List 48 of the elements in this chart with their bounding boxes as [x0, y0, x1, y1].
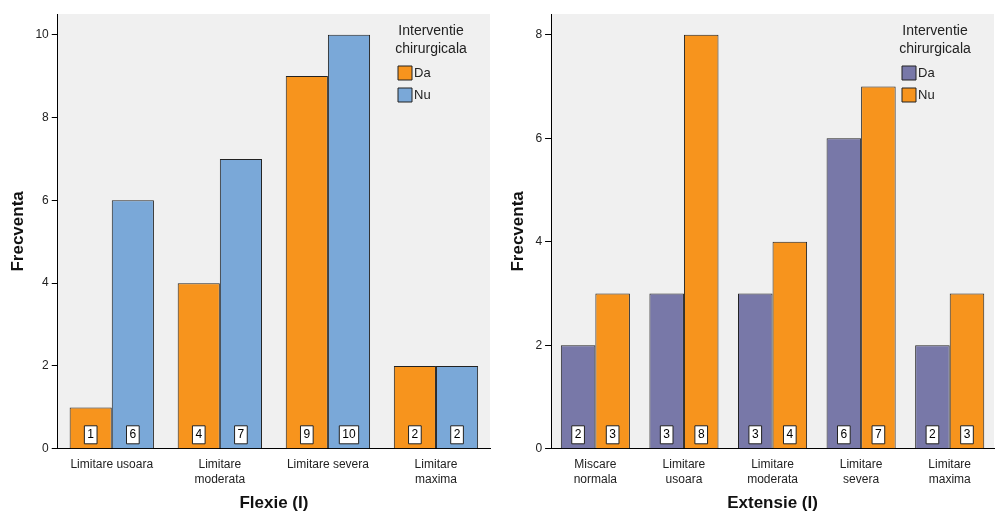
data-label: 6 [840, 427, 848, 442]
legend-label: Da [414, 65, 432, 81]
data-label: 7 [237, 427, 245, 442]
y-tick-label: 2 [42, 358, 50, 373]
y-axis-title: Frecventa [507, 190, 527, 272]
y-tick-label: 10 [35, 27, 50, 42]
data-label: 2 [929, 427, 937, 442]
data-label: 4 [786, 427, 794, 442]
y-tick-label: 8 [535, 27, 543, 42]
data-label: 2 [453, 427, 461, 442]
data-label: 3 [963, 427, 971, 442]
legend-label: Da [918, 65, 936, 81]
data-label: 2 [411, 427, 419, 442]
data-label: 1 [87, 427, 95, 442]
x-tick-label: Limitare maxima [414, 457, 458, 486]
y-tick-label: 8 [42, 109, 50, 124]
y-tick-label: 0 [42, 441, 50, 456]
x-tick-label: Limitare moderata [194, 457, 246, 486]
x-axis-title: Extensie (I) [727, 493, 818, 513]
y-tick-label: 6 [42, 192, 50, 207]
legend-title: Interventie chirurgicala [395, 21, 467, 56]
data-label: 3 [609, 427, 617, 442]
data-label: 3 [751, 427, 759, 442]
x-axis-title: Flexie (I) [239, 493, 309, 513]
data-label: 6 [129, 427, 137, 442]
y-tick-label: 0 [535, 441, 543, 456]
legend-label: Nu [414, 87, 431, 103]
data-label: 9 [303, 427, 311, 442]
legend-title: Interventie chirurgicala [899, 21, 971, 56]
x-tick-label: Limitare maxima [928, 457, 972, 486]
y-tick-label: 4 [535, 234, 543, 249]
y-tick-label: 6 [535, 130, 543, 145]
data-label: 4 [195, 427, 203, 442]
x-tick-label: Limitare usoara [662, 457, 706, 486]
legend-label: Nu [918, 87, 935, 103]
data-label: 8 [697, 427, 705, 442]
y-tick-label: 4 [42, 275, 50, 290]
x-tick-label: Limitare severa [286, 457, 370, 472]
x-tick-label: Limitare severa [839, 457, 883, 486]
data-label: 7 [875, 427, 883, 442]
x-tick-label: Limitare moderata [747, 457, 799, 486]
data-label: 10 [342, 427, 356, 442]
data-label: 2 [574, 427, 582, 442]
y-axis-title: Frecventa [7, 190, 27, 272]
x-tick-label: Limitare usoara [70, 457, 154, 472]
data-label: 3 [663, 427, 671, 442]
x-tick-label: Miscare normala [573, 457, 618, 486]
y-tick-label: 2 [535, 337, 543, 352]
